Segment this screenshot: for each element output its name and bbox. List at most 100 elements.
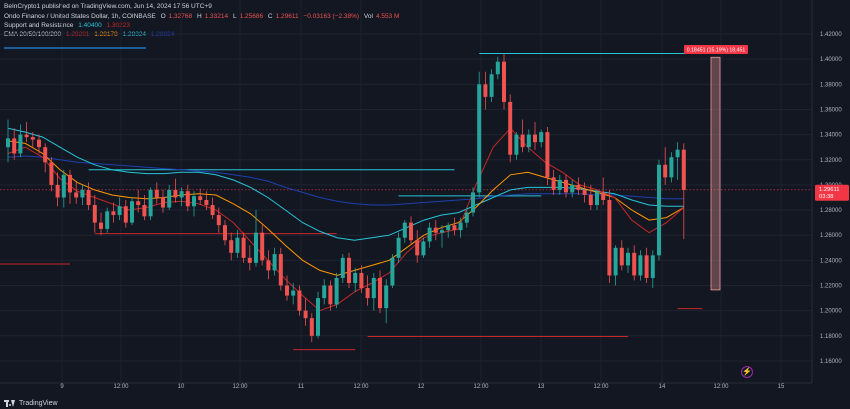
candle-body [254,232,258,263]
candle-body [415,240,420,256]
tradingview-footer[interactable]: TradingView [4,400,58,407]
candle-body [235,237,240,253]
time-tick-label: 14 [659,384,666,390]
candle-body [650,255,655,278]
candle-body [43,147,48,163]
candle-body [458,222,463,231]
candle-body [626,252,630,266]
candle-body [495,61,500,75]
candle-body [123,206,128,223]
measure-label: 0.18451 (15.19%) 18,451 [687,48,746,54]
candle-body [440,230,444,233]
candle-body [384,285,389,309]
candle-body [409,222,413,241]
sr-indicator-line[interactable]: Support and Resistance 1.40400 1.30223 [4,22,133,30]
candle-body [371,277,376,299]
candle-body [378,277,382,309]
candle-body [533,134,537,143]
price-tick-label: 1.40000 [820,57,842,63]
candle-body [216,215,221,226]
price-tick-label: 1.22000 [820,284,842,290]
candle-body [340,257,345,278]
candle-body [663,164,668,178]
price-tick-label: 1.42000 [820,32,842,38]
candle-body [30,137,35,140]
low-value: 1.25686 [239,13,264,20]
volume-label: Vol [363,13,373,20]
candle-body [37,139,41,148]
price-tick-label: 1.34000 [820,133,842,139]
open-value: 1.32768 [168,13,193,20]
candle-body [477,84,482,193]
candle-body [161,197,165,208]
candle-body [12,138,17,154]
time-tick-label: 12:00 [593,384,609,390]
sr-value-resistance: 1.40400 [78,22,102,29]
candle-body [421,241,426,256]
ema100-line [7,127,684,241]
grid [0,0,812,383]
candle-body [266,260,271,271]
candle-body [278,254,283,286]
candle-body [514,134,519,155]
candle-body [86,189,91,206]
open-label: O [160,13,166,20]
candle-body [185,191,190,207]
sr-value-support: 1.30223 [106,22,131,29]
candle-body [353,272,358,283]
candle-body [291,290,296,296]
candle-body [105,211,110,229]
candle-body [80,189,85,198]
candle-body [396,237,401,258]
close-label: C [267,13,273,20]
candle-body [588,194,593,206]
time-tick-label: 9 [60,384,64,390]
support-resistance-lines [0,47,812,351]
candle-body [390,257,395,286]
current-price-tag [815,184,849,201]
candle-body [551,177,556,190]
candle-body [539,132,544,143]
candle-body [247,257,252,263]
candle-body [638,255,643,276]
candle-body [68,174,72,193]
price-tick-label: 1.24000 [820,258,842,264]
candle-body [167,189,172,208]
candle-body [619,247,624,266]
candle-body [433,227,438,233]
sr-indicator-name: Support and Resistance [4,22,74,29]
candle-body [545,132,550,178]
candle-body [198,196,203,200]
candle-body [607,199,612,276]
tradingview-logo-icon [4,400,16,407]
candle-body [309,318,314,336]
close-value: 1.29611 [275,13,299,20]
candle-body [272,254,277,271]
candle-body [601,192,606,200]
candle-body [322,285,327,299]
candle-body [489,74,494,97]
candle-body [669,157,674,178]
candle-body [564,179,568,193]
axes: 1.16000 1.18000 1.20000 1.22000 1.24000 1.260… [0,0,849,390]
candle-body [613,247,618,276]
candle-body [359,272,364,289]
time-tick-label: 13 [538,384,545,390]
symbol-name[interactable]: Ondo Finance / United States Dollar, 1h,… [4,13,156,20]
candle-body [502,61,506,102]
candle-body [681,149,686,190]
current-price-value: 1.29611 [819,187,840,193]
candle-body [644,255,649,278]
measure-label-bg [684,45,748,54]
measure-tool[interactable]: 0.18451 (15.19%) 18,451 [684,45,748,291]
ema50-line [7,140,685,276]
high-label: H [196,13,202,20]
time-tick-label: 12 [418,384,425,390]
lightning-icon[interactable]: ⚡ [741,366,753,378]
price-tick-label: 1.36000 [820,107,842,113]
candle-body [24,134,29,138]
candle-body [74,192,79,198]
candle-body [328,285,333,305]
ema200-line [7,155,684,206]
